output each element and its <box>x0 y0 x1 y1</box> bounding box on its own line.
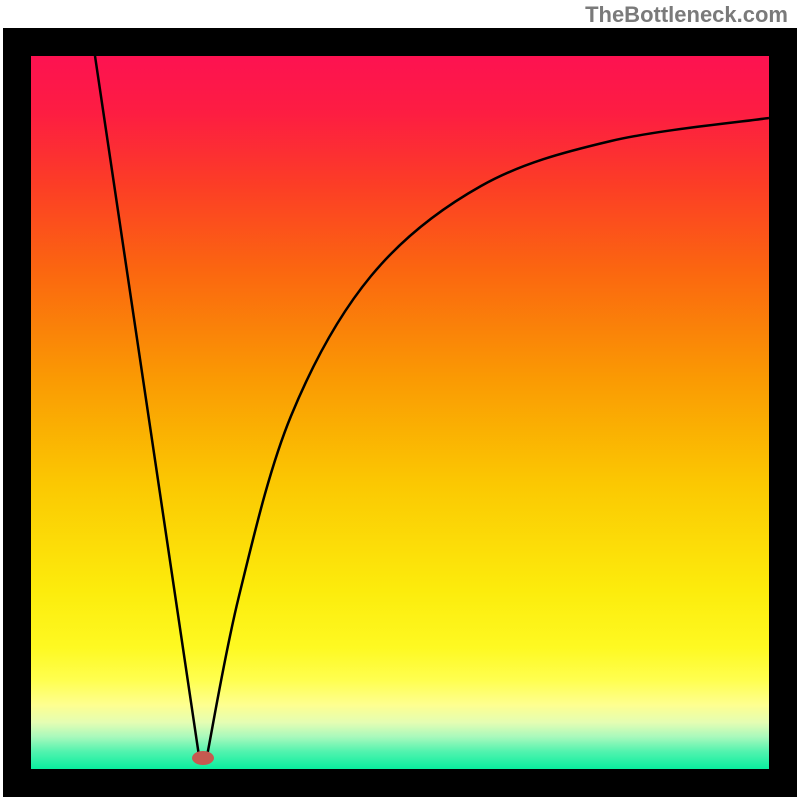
minimum-marker <box>192 751 214 765</box>
plot-area <box>31 56 769 769</box>
gradient-background <box>31 56 769 769</box>
bottleneck-chart <box>31 56 769 769</box>
watermark-text: TheBottleneck.com <box>585 2 788 28</box>
